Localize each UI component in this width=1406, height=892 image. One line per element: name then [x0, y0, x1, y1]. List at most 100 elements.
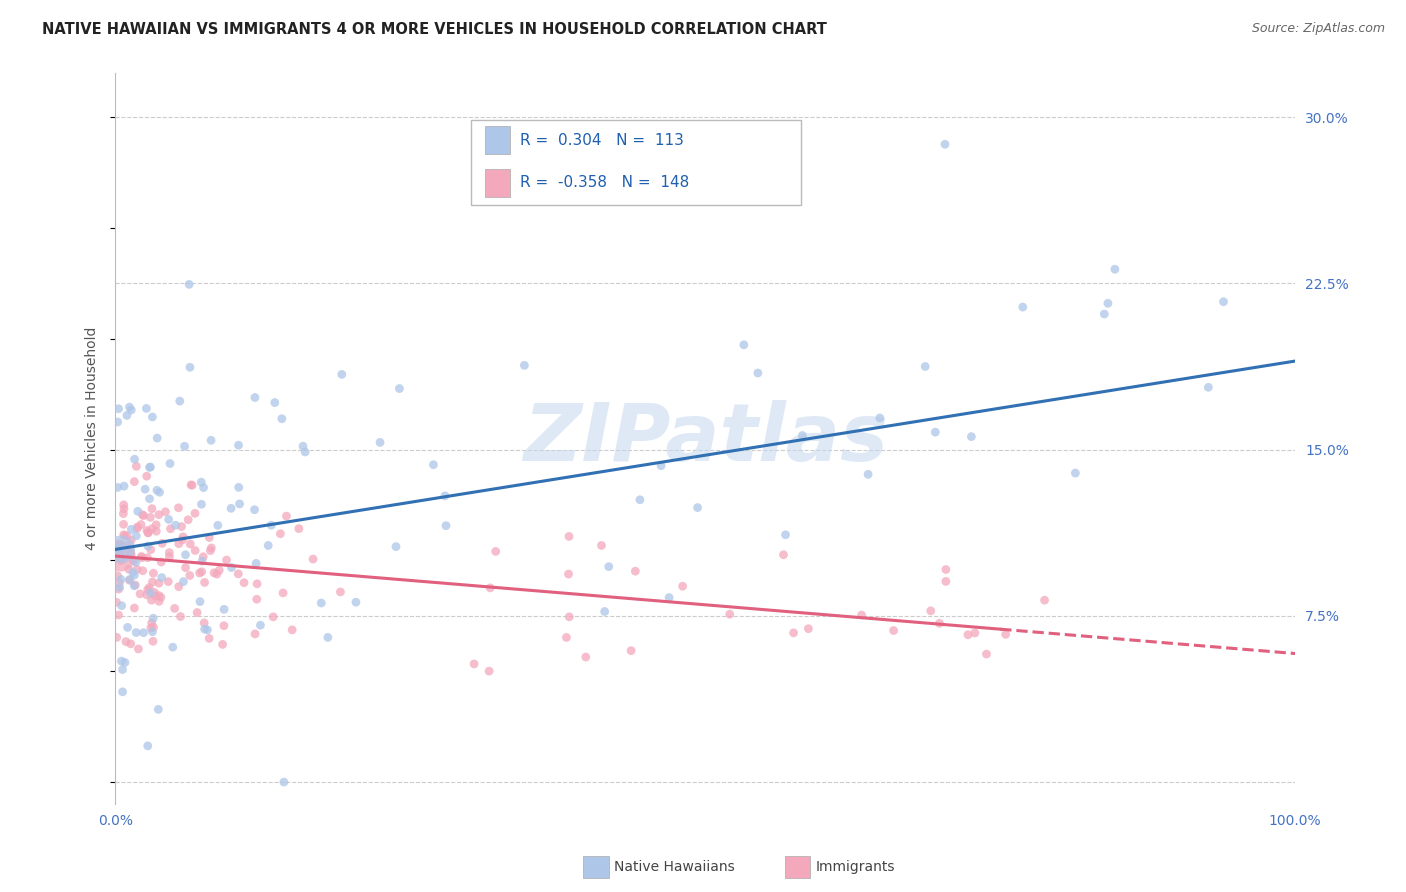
Point	[170, 519, 193, 533]
Point	[150, 555, 173, 569]
Point	[215, 553, 238, 567]
Point	[190, 497, 212, 511]
Point	[122, 579, 145, 593]
Point	[257, 539, 280, 553]
Point	[598, 559, 620, 574]
Point	[316, 631, 339, 645]
Text: NATIVE HAWAIIAN VS IMMIGRANTS 4 OR MORE VEHICLES IN HOUSEHOLD CORRELATION CHART: NATIVE HAWAIIAN VS IMMIGRANTS 4 OR MORE …	[42, 22, 827, 37]
Point	[200, 543, 222, 558]
Point	[157, 574, 180, 589]
Point	[105, 595, 128, 609]
Point	[172, 533, 194, 547]
Point	[132, 625, 155, 640]
Point	[344, 595, 367, 609]
Point	[107, 569, 129, 583]
Point	[115, 529, 138, 543]
Point	[388, 382, 411, 396]
Point	[110, 654, 132, 668]
Point	[148, 576, 170, 591]
Point	[148, 485, 170, 500]
Text: Immigrants: Immigrants	[815, 860, 896, 874]
Point	[111, 685, 134, 699]
Point	[150, 536, 173, 550]
Point	[143, 589, 166, 603]
Point	[179, 568, 201, 582]
Point	[179, 537, 201, 551]
Point	[329, 585, 352, 599]
Point	[117, 620, 139, 634]
Point	[114, 656, 136, 670]
Point	[105, 541, 128, 555]
Point	[159, 522, 181, 536]
Point	[167, 500, 190, 515]
Point	[233, 575, 256, 590]
Point	[243, 502, 266, 516]
Point	[108, 581, 131, 595]
Point	[291, 439, 314, 453]
Point	[193, 549, 215, 564]
Point	[856, 467, 879, 482]
Point	[624, 564, 647, 578]
Point	[1212, 294, 1234, 309]
Point	[125, 625, 148, 640]
Point	[136, 550, 159, 565]
Point	[139, 510, 162, 524]
Point	[228, 497, 250, 511]
Point	[226, 566, 249, 581]
Point	[139, 542, 162, 557]
Point	[956, 628, 979, 642]
Point	[191, 554, 214, 568]
Point	[302, 552, 325, 566]
Point	[172, 530, 194, 544]
Point	[686, 500, 709, 515]
Point	[935, 562, 957, 576]
Point	[246, 592, 269, 607]
Point	[142, 620, 165, 634]
Point	[142, 566, 165, 581]
Point	[190, 475, 212, 490]
Point	[157, 512, 180, 526]
Point	[513, 359, 536, 373]
Point	[141, 624, 163, 639]
Point	[434, 518, 457, 533]
Point	[112, 517, 135, 532]
Point	[120, 533, 142, 548]
Point	[159, 457, 181, 471]
Point	[127, 504, 149, 518]
Point	[163, 601, 186, 615]
Point	[385, 540, 408, 554]
Point	[246, 576, 269, 591]
Point	[775, 527, 797, 541]
Point	[118, 574, 141, 588]
Point	[132, 508, 155, 523]
Point	[139, 460, 162, 475]
Point	[270, 411, 292, 425]
Point	[194, 575, 217, 590]
Point	[112, 527, 135, 541]
Point	[205, 567, 228, 582]
Point	[883, 624, 905, 638]
Point	[193, 481, 215, 495]
Point	[263, 395, 285, 409]
Point	[124, 452, 146, 467]
Point	[591, 538, 613, 552]
Point	[112, 501, 135, 516]
Point	[555, 631, 578, 645]
Point	[139, 586, 162, 600]
Point	[276, 509, 298, 524]
Point	[148, 508, 170, 522]
Point	[485, 544, 508, 558]
Point	[269, 526, 291, 541]
Point	[650, 458, 672, 473]
Point	[772, 548, 794, 562]
Point	[173, 439, 195, 453]
Point	[174, 560, 197, 574]
Point	[960, 429, 983, 443]
Point	[129, 517, 152, 532]
Point	[671, 579, 693, 593]
Point	[131, 550, 153, 565]
Point	[733, 338, 755, 352]
Point	[184, 506, 207, 520]
Point	[221, 560, 243, 574]
Point	[920, 604, 942, 618]
